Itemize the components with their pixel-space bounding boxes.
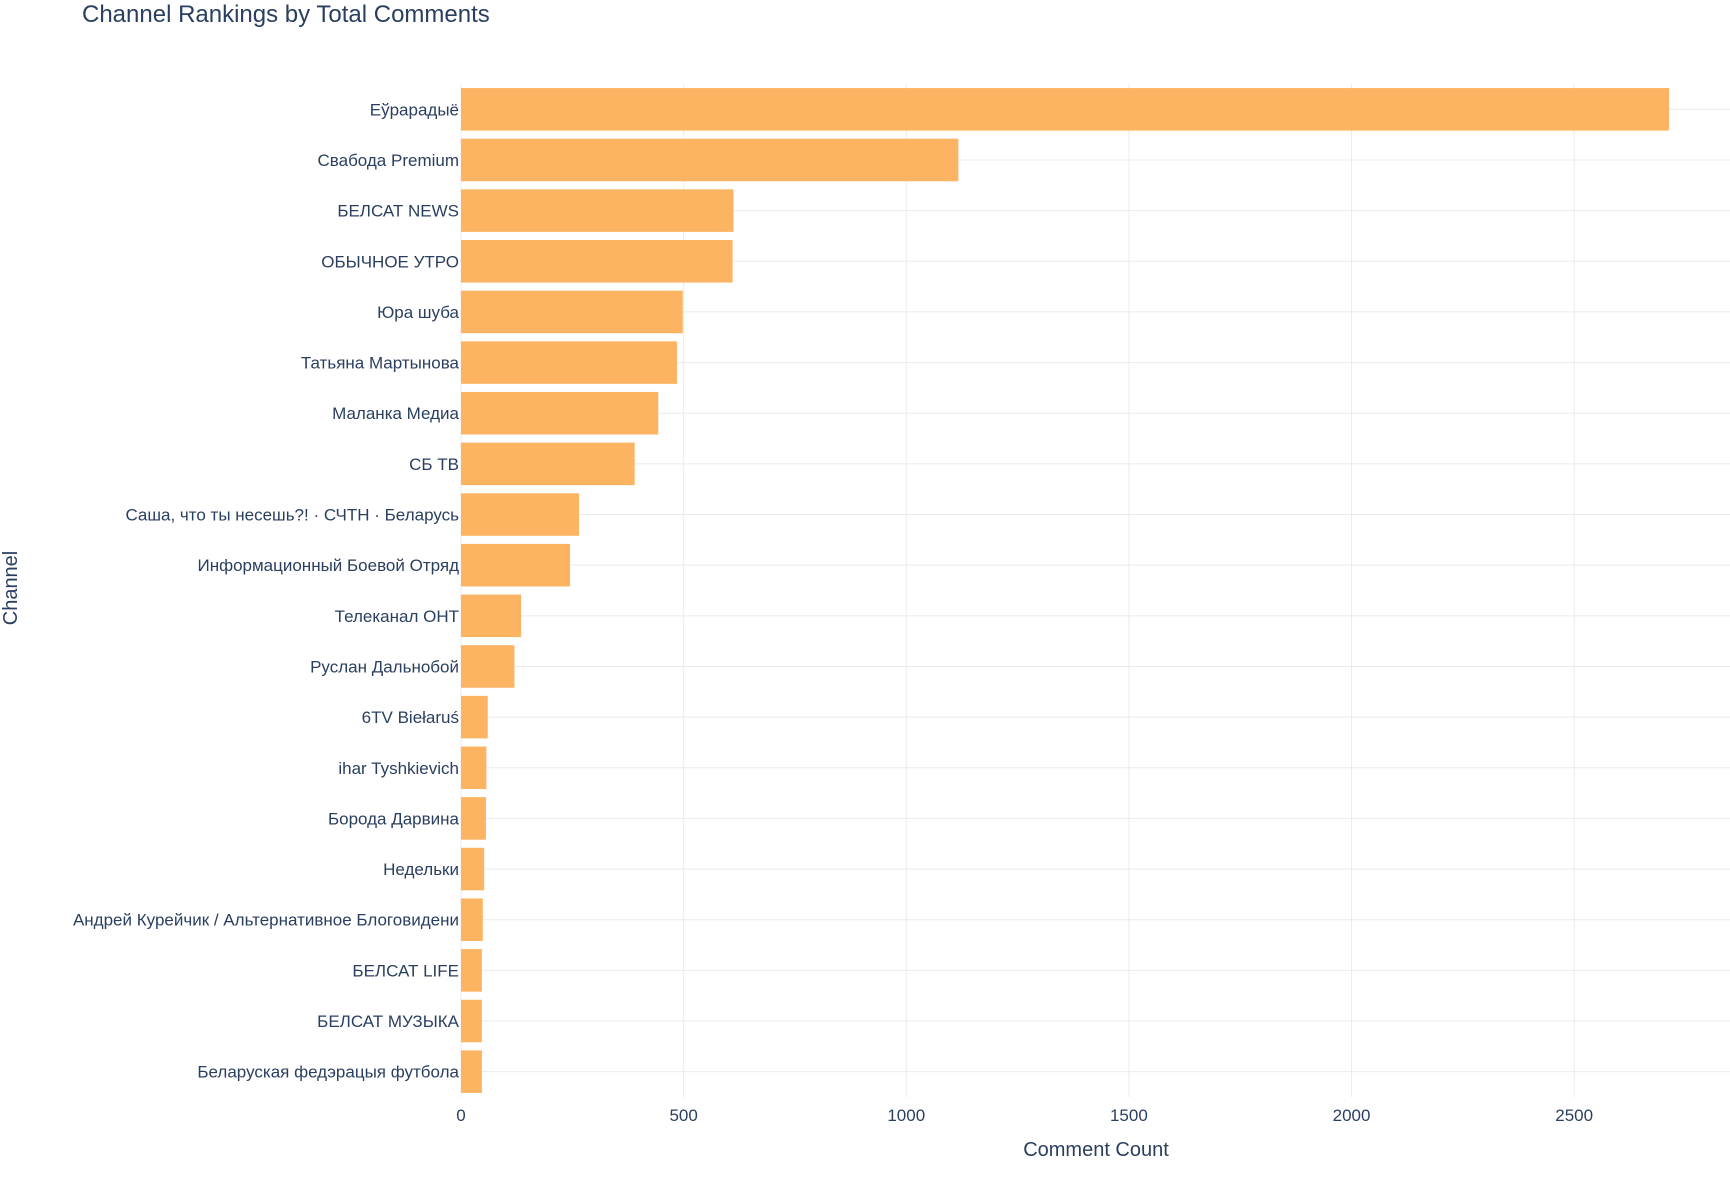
bar [461, 240, 733, 283]
bar [461, 695, 488, 739]
bar [461, 746, 487, 790]
bar [461, 797, 486, 840]
y-tick-label: 6TV Biełaruś [362, 708, 459, 727]
x-tick-label: 1000 [887, 1106, 925, 1125]
x-tick-label: 500 [669, 1106, 697, 1125]
y-tick-labels: Еўрарадыё Свабода Premium БЕЛСАТ NEWS ОБЫЧН… [73, 100, 460, 1081]
bar [461, 493, 579, 536]
y-tick-label: Информационный Боевой Отряд [197, 556, 459, 575]
bar [461, 88, 1669, 131]
y-tick-label: Руслан Дальнобой [310, 657, 459, 676]
y-axis-title: Channel [0, 551, 22, 626]
x-tick-label: 0 [456, 1106, 465, 1125]
y-tick-label: Телеканал ОНТ [335, 607, 459, 626]
y-tick-label: ihar Tyshkievich [338, 759, 459, 778]
bar [461, 189, 734, 232]
bar [461, 341, 677, 384]
y-tick-label: ОБЫЧНОЕ УТРО [321, 252, 459, 271]
y-tick-label: Свабода Premium [318, 151, 460, 170]
bars [461, 88, 1669, 1093]
y-tick-label: Еўрарадыё [370, 100, 459, 119]
bar [461, 594, 522, 638]
y-tick-label: БЕЛСАТ LIFE [352, 961, 459, 980]
bar [461, 543, 571, 587]
bar [461, 898, 483, 941]
y-tick-label: Саша, что ты несешь?! · СЧТН · Беларусь [125, 506, 459, 525]
y-tick-label: СБ ТВ [409, 455, 459, 474]
bar [461, 290, 683, 334]
y-tick-label: Андрей Курейчик / Альтернативное Блогови… [73, 911, 459, 930]
bar [461, 391, 659, 435]
y-tick-label: Юра шуба [377, 303, 459, 322]
grid [460, 84, 1730, 1097]
x-axis-title: Comment Count [1023, 1139, 1169, 1161]
bar [461, 442, 635, 486]
bar [461, 138, 959, 182]
bar [461, 847, 485, 891]
y-tick-label: БЕЛСАТ NEWS [337, 202, 459, 221]
x-tick-labels: 0 500 1000 1500 2000 2500 [456, 1106, 1593, 1125]
bar [461, 645, 515, 688]
x-tick-label: 2000 [1333, 1106, 1371, 1125]
bar [461, 1050, 482, 1093]
bar [461, 949, 482, 992]
y-tick-label: Маланка Медиа [332, 404, 459, 423]
bar [461, 999, 482, 1043]
y-tick-label: Борода Дарвина [328, 809, 460, 828]
y-tick-label: Беларуская федэрацыя футбола [197, 1063, 459, 1082]
chart-title: Channel Rankings by Total Comments [82, 1, 490, 28]
x-tick-label: 2500 [1555, 1106, 1593, 1125]
x-tick-label: 1500 [1110, 1106, 1148, 1125]
y-tick-label: Недельки [383, 860, 459, 879]
y-tick-label: Татьяна Мартынова [301, 354, 460, 373]
y-tick-label: БЕЛСАТ МУЗЫКА [317, 1012, 459, 1031]
